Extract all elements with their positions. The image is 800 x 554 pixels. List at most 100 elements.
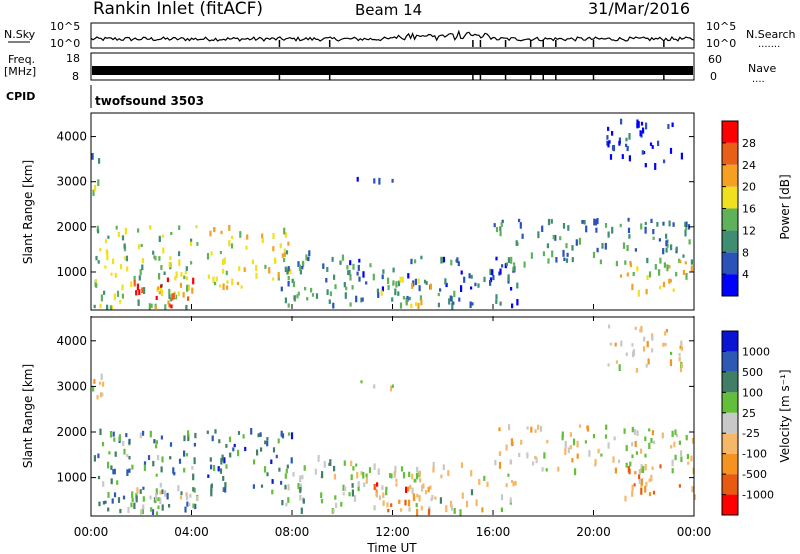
heatmap-cell	[500, 507, 503, 513]
heatmap-cell	[405, 486, 408, 493]
heatmap-cell	[571, 245, 574, 251]
heatmap-cell	[381, 485, 384, 491]
heatmap-cell	[365, 477, 368, 484]
heatmap-cell	[333, 465, 336, 472]
heatmap-cell	[290, 432, 294, 440]
heatmap-cell	[108, 451, 111, 455]
heatmap-cell	[320, 492, 323, 498]
heatmap-cell	[192, 473, 195, 481]
heatmap-cell	[452, 301, 455, 305]
heatmap-cell	[407, 486, 410, 492]
heatmap-cell	[231, 235, 234, 239]
heatmap-cell	[413, 478, 416, 483]
heatmap-cell	[149, 495, 152, 500]
heatmap-cell	[593, 218, 596, 226]
heatmap-cell	[168, 294, 171, 299]
x-tick-label: 08:00	[275, 525, 310, 539]
heatmap-cell	[512, 266, 515, 272]
heatmap-cell	[668, 220, 671, 227]
heatmap-cell	[627, 217, 630, 222]
heatmap-cell	[280, 430, 283, 437]
heatmap-cell	[113, 492, 117, 498]
heatmap-cell	[305, 254, 308, 261]
heatmap-cell	[103, 290, 106, 295]
heatmap-cell	[287, 266, 290, 272]
heatmap-cell	[563, 257, 566, 262]
heatmap-cell	[674, 429, 677, 435]
heatmap-cell	[169, 256, 172, 261]
heatmap-cell	[684, 261, 687, 265]
colorbar-tick-label: -1000	[742, 489, 774, 502]
heatmap-cell	[414, 259, 417, 264]
heatmap-cell	[572, 438, 576, 446]
heatmap-cell	[644, 436, 647, 442]
heatmap-cell	[607, 442, 610, 449]
heatmap-cell	[375, 492, 378, 498]
heatmap-cell	[395, 281, 398, 288]
heatmap-cell	[296, 294, 299, 299]
power-ylabel: Slant Range [km]	[21, 160, 35, 264]
heatmap-cell	[665, 240, 668, 247]
heatmap-cell	[429, 485, 432, 490]
nsky-line	[90, 29, 695, 42]
nave-dots: ....	[752, 74, 765, 85]
heatmap-cell	[339, 260, 342, 265]
colorbar-tick-label: 4	[742, 268, 749, 281]
heatmap-cell	[150, 507, 153, 512]
nsearch-tick-top: 10^5	[706, 20, 736, 33]
heatmap-cell	[117, 231, 120, 237]
heatmap-cell	[565, 243, 568, 249]
heatmap-cell	[611, 145, 615, 151]
heatmap-cell	[190, 238, 193, 242]
heatmap-cell	[611, 131, 614, 136]
heatmap-cell	[606, 135, 609, 140]
heatmap-cell	[222, 487, 225, 493]
colorbar-swatch	[722, 274, 738, 296]
x-tick-label: 16:00	[476, 525, 511, 539]
heatmap-cell	[161, 456, 164, 463]
heatmap-cell	[255, 264, 258, 272]
heatmap-cell	[329, 459, 332, 466]
heatmap-cell	[292, 281, 295, 288]
heatmap-cell	[154, 305, 157, 309]
heatmap-cell	[102, 481, 105, 487]
heatmap-cell	[177, 485, 180, 492]
heatmap-cell	[516, 282, 519, 289]
heatmap-cell	[614, 342, 617, 347]
heatmap-cell	[636, 266, 639, 272]
heatmap-cell	[275, 454, 278, 459]
heatmap-cell	[302, 498, 305, 504]
heatmap-cell	[644, 485, 647, 493]
heatmap-cell	[601, 243, 604, 249]
heatmap-cell	[629, 262, 633, 268]
heatmap-cell	[678, 258, 681, 263]
heatmap-cell	[102, 381, 105, 387]
heatmap-cell	[632, 271, 635, 276]
heatmap-cell	[409, 484, 412, 490]
colorbar-swatch	[722, 331, 738, 352]
heatmap-cell	[401, 276, 404, 283]
heatmap-cell	[453, 508, 456, 514]
heatmap-cell	[349, 260, 352, 266]
heatmap-cell	[567, 225, 570, 231]
freq-label-top: Freq.	[8, 53, 35, 66]
heatmap-cell	[642, 466, 645, 473]
heatmap-cell	[242, 434, 245, 439]
heatmap-cell	[614, 467, 617, 474]
heatmap-cell	[133, 275, 136, 283]
colorbar-tick-label: 16	[742, 203, 756, 216]
heatmap-cell	[685, 224, 688, 231]
heatmap-cell	[377, 468, 380, 475]
heatmap-cell	[136, 283, 139, 291]
heatmap-cell	[97, 475, 101, 480]
heatmap-cell	[122, 495, 126, 500]
heatmap-cell	[659, 257, 662, 264]
heatmap-cell	[301, 265, 304, 270]
heatmap-cell	[219, 251, 222, 255]
x-tick-label: 04:00	[174, 525, 209, 539]
heatmap-cell	[618, 140, 621, 146]
colorbar-tick-label: -100	[742, 448, 767, 461]
heatmap-cell	[186, 494, 189, 501]
heatmap-cell	[95, 255, 98, 261]
heatmap-cell	[567, 447, 570, 454]
